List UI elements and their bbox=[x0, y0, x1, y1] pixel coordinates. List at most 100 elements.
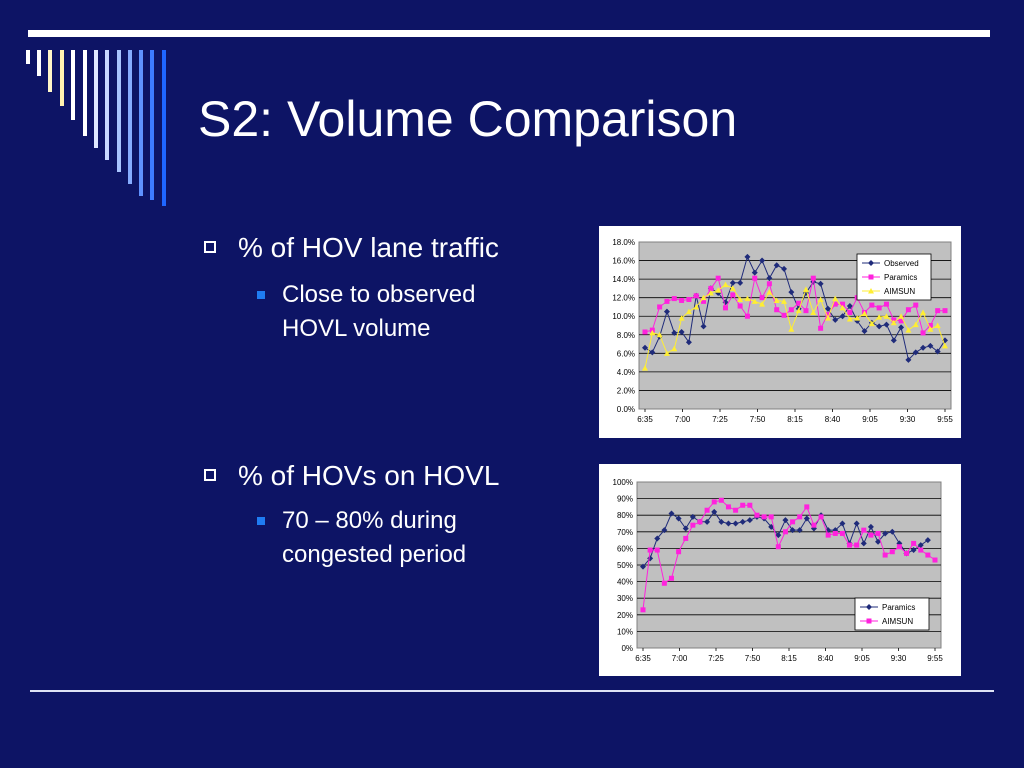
data-point-aimsun bbox=[824, 315, 831, 321]
data-point-aimsun bbox=[818, 514, 824, 520]
data-point-paramics bbox=[882, 530, 889, 537]
data-point-paramics bbox=[715, 275, 721, 281]
data-point-aimsun bbox=[810, 309, 817, 316]
x-tick-label: 9:55 bbox=[937, 415, 953, 424]
data-point-paramics bbox=[796, 300, 802, 306]
chart-hov-lane-share-svg: 0.0% 2.0% 4.0% 6.0% 8.0% 10.0% 12.0% 14.0% 16.0%… bbox=[612, 238, 953, 424]
data-point-paramics bbox=[867, 523, 874, 530]
data-point-observed bbox=[912, 349, 919, 356]
data-point-paramics bbox=[722, 305, 728, 311]
data-point-observed bbox=[678, 328, 685, 335]
data-point-paramics bbox=[818, 325, 824, 331]
data-point-aimsun bbox=[790, 519, 796, 525]
data-point-aimsun bbox=[678, 315, 685, 321]
data-point-aimsun bbox=[690, 522, 696, 528]
data-point-aimsun bbox=[676, 549, 682, 555]
data-point-paramics bbox=[803, 515, 810, 522]
data-point-paramics bbox=[664, 298, 670, 304]
data-point-aimsun bbox=[825, 532, 831, 538]
bullet-hov-lane-traffic: % of HOV lane traffic bbox=[204, 232, 499, 264]
data-point-paramics bbox=[730, 292, 736, 298]
data-point-aimsun bbox=[932, 557, 938, 563]
y-tick-label: 10% bbox=[617, 627, 633, 636]
data-point-aimsun bbox=[861, 527, 867, 533]
decorative-stripe bbox=[128, 50, 132, 184]
data-point-paramics bbox=[875, 538, 882, 545]
data-point-aimsun bbox=[868, 532, 874, 538]
x-tick-label: 9:05 bbox=[854, 654, 870, 663]
y-tick-label: 90% bbox=[617, 495, 633, 504]
data-point-observed bbox=[898, 324, 905, 331]
data-point-paramics bbox=[693, 293, 699, 299]
data-point-observed bbox=[685, 339, 692, 346]
data-point-paramics bbox=[711, 508, 718, 515]
legend-marker bbox=[868, 260, 874, 266]
y-tick-label: 50% bbox=[617, 561, 633, 570]
data-point-observed bbox=[846, 303, 853, 310]
decorative-stripe bbox=[162, 50, 166, 206]
x-tick-label: 6:35 bbox=[637, 415, 653, 424]
data-point-aimsun bbox=[912, 321, 919, 328]
bottom-rule bbox=[30, 690, 994, 692]
data-point-aimsun bbox=[890, 319, 897, 326]
data-point-paramics bbox=[689, 513, 696, 520]
data-point-aimsun bbox=[751, 298, 758, 304]
data-point-aimsun bbox=[898, 313, 905, 319]
data-point-paramics bbox=[860, 540, 867, 547]
y-tick-label: 100% bbox=[613, 478, 633, 487]
top-rule bbox=[28, 30, 990, 37]
data-point-paramics bbox=[654, 535, 661, 542]
decorative-stripe bbox=[71, 50, 75, 120]
data-point-observed bbox=[744, 253, 751, 260]
data-point-observed bbox=[700, 323, 707, 330]
x-tick-label: 6:35 bbox=[635, 654, 651, 663]
y-tick-label: 4.0% bbox=[617, 368, 635, 377]
data-point-aimsun bbox=[846, 316, 853, 322]
data-point-paramics bbox=[905, 307, 911, 313]
sub-bullet-line: HOVL volume bbox=[282, 315, 431, 342]
data-point-aimsun bbox=[927, 326, 934, 332]
decorative-stripe bbox=[60, 50, 64, 106]
data-point-aimsun bbox=[795, 307, 802, 314]
x-tick-label: 9:30 bbox=[891, 654, 907, 663]
legend bbox=[854, 597, 930, 631]
data-point-paramics bbox=[803, 308, 809, 314]
data-point-paramics bbox=[686, 297, 692, 303]
data-point-paramics bbox=[832, 301, 838, 307]
data-point-paramics bbox=[744, 313, 750, 319]
data-point-paramics bbox=[708, 285, 714, 291]
data-point-aimsun bbox=[685, 308, 692, 315]
decorative-stripe bbox=[48, 50, 52, 92]
data-point-aimsun bbox=[882, 552, 888, 558]
data-point-paramics bbox=[920, 330, 926, 336]
data-point-paramics bbox=[847, 310, 853, 316]
data-point-aimsun bbox=[737, 296, 744, 303]
hollow-square-bullet-icon bbox=[204, 469, 216, 481]
data-point-paramics bbox=[853, 520, 860, 527]
data-point-paramics bbox=[927, 323, 933, 328]
data-point-aimsun bbox=[722, 281, 729, 288]
data-point-paramics bbox=[869, 302, 875, 308]
data-point-paramics bbox=[752, 275, 758, 281]
legend-label: Observed bbox=[884, 259, 919, 268]
data-point-paramics bbox=[775, 532, 782, 539]
data-point-aimsun bbox=[654, 547, 660, 553]
data-point-paramics bbox=[898, 318, 904, 324]
data-point-paramics bbox=[825, 527, 832, 534]
data-point-paramics bbox=[876, 305, 882, 311]
data-point-paramics bbox=[942, 308, 948, 314]
x-tick-label: 7:25 bbox=[712, 415, 728, 424]
data-point-paramics bbox=[910, 547, 917, 554]
data-point-aimsun bbox=[747, 502, 753, 508]
data-point-aimsun bbox=[711, 499, 717, 505]
y-tick-label: 12.0% bbox=[612, 294, 635, 303]
decorative-stripe bbox=[37, 50, 41, 76]
data-point-observed bbox=[663, 308, 670, 315]
data-point-observed bbox=[751, 269, 758, 276]
data-point-observed bbox=[876, 323, 883, 330]
data-point-aimsun bbox=[788, 326, 795, 332]
bullet-hovs-on-hovl: % of HOVs on HOVL bbox=[204, 460, 499, 492]
data-point-aimsun bbox=[896, 544, 902, 550]
sub-bullet-line: congested period bbox=[282, 541, 467, 568]
y-tick-label: 80% bbox=[617, 511, 633, 520]
